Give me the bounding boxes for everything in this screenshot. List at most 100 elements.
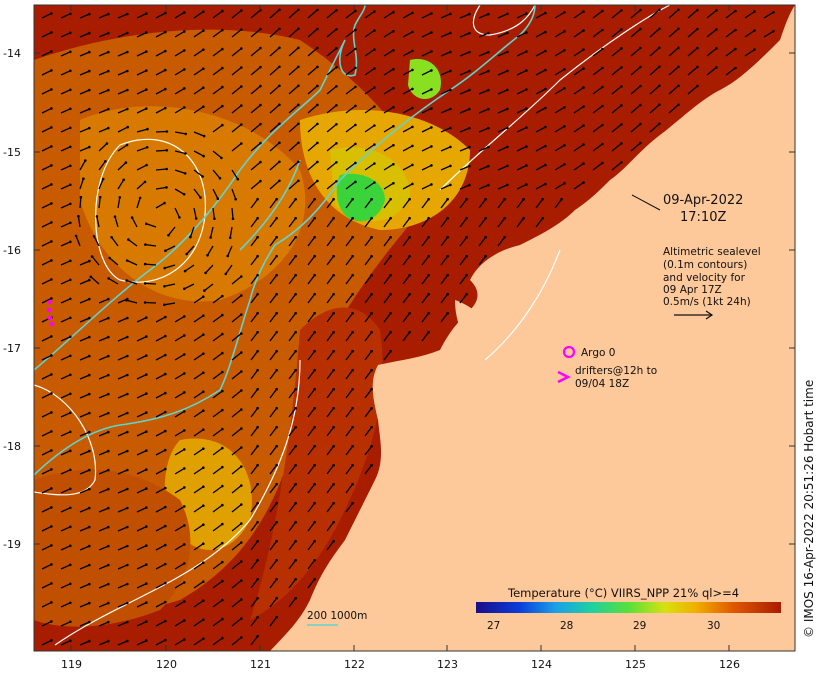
- velocity-arrow-head: [465, 235, 468, 239]
- velocity-arrow: [41, 430, 52, 437]
- velocity-arrow: [60, 412, 71, 418]
- velocity-arrow-head: [69, 392, 72, 396]
- velocity-arrow: [459, 51, 470, 57]
- velocity-arrow-head: [88, 620, 91, 624]
- velocity-arrow-head: [639, 65, 642, 69]
- velocity-arrow-head: [202, 542, 205, 545]
- velocity-arrow: [326, 161, 337, 171]
- velocity-arrow-head: [392, 48, 395, 52]
- velocity-arrow-head: [506, 31, 509, 35]
- velocity-arrow: [326, 104, 337, 114]
- velocity-arrow: [155, 544, 166, 551]
- velocity-arrow-head: [582, 143, 585, 146]
- velocity-arrow: [573, 30, 584, 38]
- velocity-arrow-head: [183, 30, 186, 33]
- velocity-arrow-head: [449, 107, 452, 111]
- velocity-arrow: [345, 407, 354, 418]
- velocity-arrow-head: [389, 273, 392, 277]
- velocity-arrow: [212, 637, 223, 646]
- velocity-arrow: [478, 217, 487, 228]
- velocity-arrow: [250, 28, 261, 38]
- velocity-arrow-head: [430, 12, 433, 15]
- velocity-arrow: [164, 264, 176, 269]
- velocity-arrow: [383, 312, 392, 323]
- velocity-arrow-head: [332, 520, 335, 524]
- velocity-arrow-head: [332, 197, 335, 201]
- velocity-arrow-head: [506, 12, 509, 16]
- velocity-arrow-head: [107, 392, 110, 396]
- legend-arrow: [674, 310, 714, 320]
- velocity-arrow: [497, 217, 506, 228]
- velocity-arrow-head: [601, 47, 604, 51]
- velocity-arrow-head: [189, 235, 192, 239]
- velocity-arrow: [193, 372, 204, 380]
- velocity-arrow-head: [107, 12, 110, 16]
- lon-tick-label: 122: [344, 658, 365, 671]
- velocity-arrow: [687, 85, 698, 95]
- velocity-arrow: [136, 602, 147, 608]
- velocity-arrow-head: [69, 316, 72, 320]
- velocity-arrow: [573, 106, 584, 114]
- velocity-arrow-head: [275, 368, 278, 372]
- velocity-arrow-head: [256, 330, 259, 334]
- velocity-arrow: [345, 124, 356, 133]
- velocity-arrow: [421, 198, 430, 209]
- velocity-arrow-head: [373, 10, 376, 13]
- velocity-arrow-head: [89, 275, 93, 279]
- velocity-arrow: [41, 639, 52, 646]
- velocity-arrow-head: [113, 215, 117, 218]
- velocity-arrow-head: [487, 50, 490, 54]
- velocity-arrow: [326, 350, 335, 361]
- velocity-arrow: [706, 66, 717, 76]
- velocity-arrow-head: [183, 410, 186, 413]
- velocity-arrow: [79, 564, 90, 570]
- velocity-arrow: [497, 198, 506, 209]
- velocity-arrow-head: [183, 372, 186, 375]
- velocity-arrow-head: [182, 193, 186, 196]
- velocity-arrow-head: [294, 425, 297, 429]
- velocity-arrow: [326, 274, 335, 285]
- velocity-arrow: [459, 217, 468, 228]
- velocity-arrow-head: [122, 178, 125, 182]
- velocity-arrow: [383, 350, 392, 361]
- velocity-arrow: [136, 164, 147, 171]
- velocity-arrow-head: [165, 149, 169, 152]
- velocity-arrow-head: [145, 582, 148, 585]
- velocity-arrow: [288, 236, 297, 247]
- velocity-arrow: [554, 87, 565, 95]
- velocity-arrow: [440, 165, 451, 171]
- land-mass: [270, 5, 795, 651]
- velocity-arrow: [497, 146, 508, 152]
- velocity-arrow-head: [164, 524, 167, 528]
- velocity-arrow-head: [294, 311, 297, 315]
- velocity-arrow-head: [145, 88, 148, 91]
- velocity-arrow-head: [275, 558, 278, 562]
- velocity-arrow: [98, 374, 109, 380]
- velocity-arrow: [174, 391, 185, 399]
- velocity-arrow-head: [294, 368, 297, 372]
- velocity-arrow-head: [620, 9, 623, 12]
- velocity-arrow: [459, 70, 470, 76]
- velocity-arrow: [79, 621, 90, 627]
- velocity-arrow: [145, 243, 157, 247]
- velocity-arrow: [402, 183, 413, 190]
- velocity-arrow-head: [107, 525, 110, 529]
- velocity-arrow: [421, 31, 432, 38]
- velocity-arrow-head: [50, 354, 53, 357]
- velocity-arrow-head: [563, 125, 566, 128]
- lat-tick-label: -18: [3, 440, 21, 453]
- velocity-arrow-head: [50, 430, 53, 433]
- velocity-arrow: [79, 51, 90, 57]
- velocity-arrow: [554, 49, 565, 57]
- velocity-arrow: [193, 619, 204, 627]
- velocity-arrow-head: [427, 330, 430, 334]
- velocity-arrow-head: [335, 9, 338, 12]
- velocity-arrow: [630, 85, 641, 95]
- velocity-arrow: [155, 373, 166, 380]
- velocity-arrow-head: [465, 273, 468, 277]
- velocity-arrow: [174, 562, 185, 570]
- velocity-arrow-head: [275, 216, 278, 220]
- velocity-arrow-head: [370, 254, 373, 258]
- velocity-arrow-head: [335, 47, 338, 50]
- velocity-arrow: [250, 616, 259, 627]
